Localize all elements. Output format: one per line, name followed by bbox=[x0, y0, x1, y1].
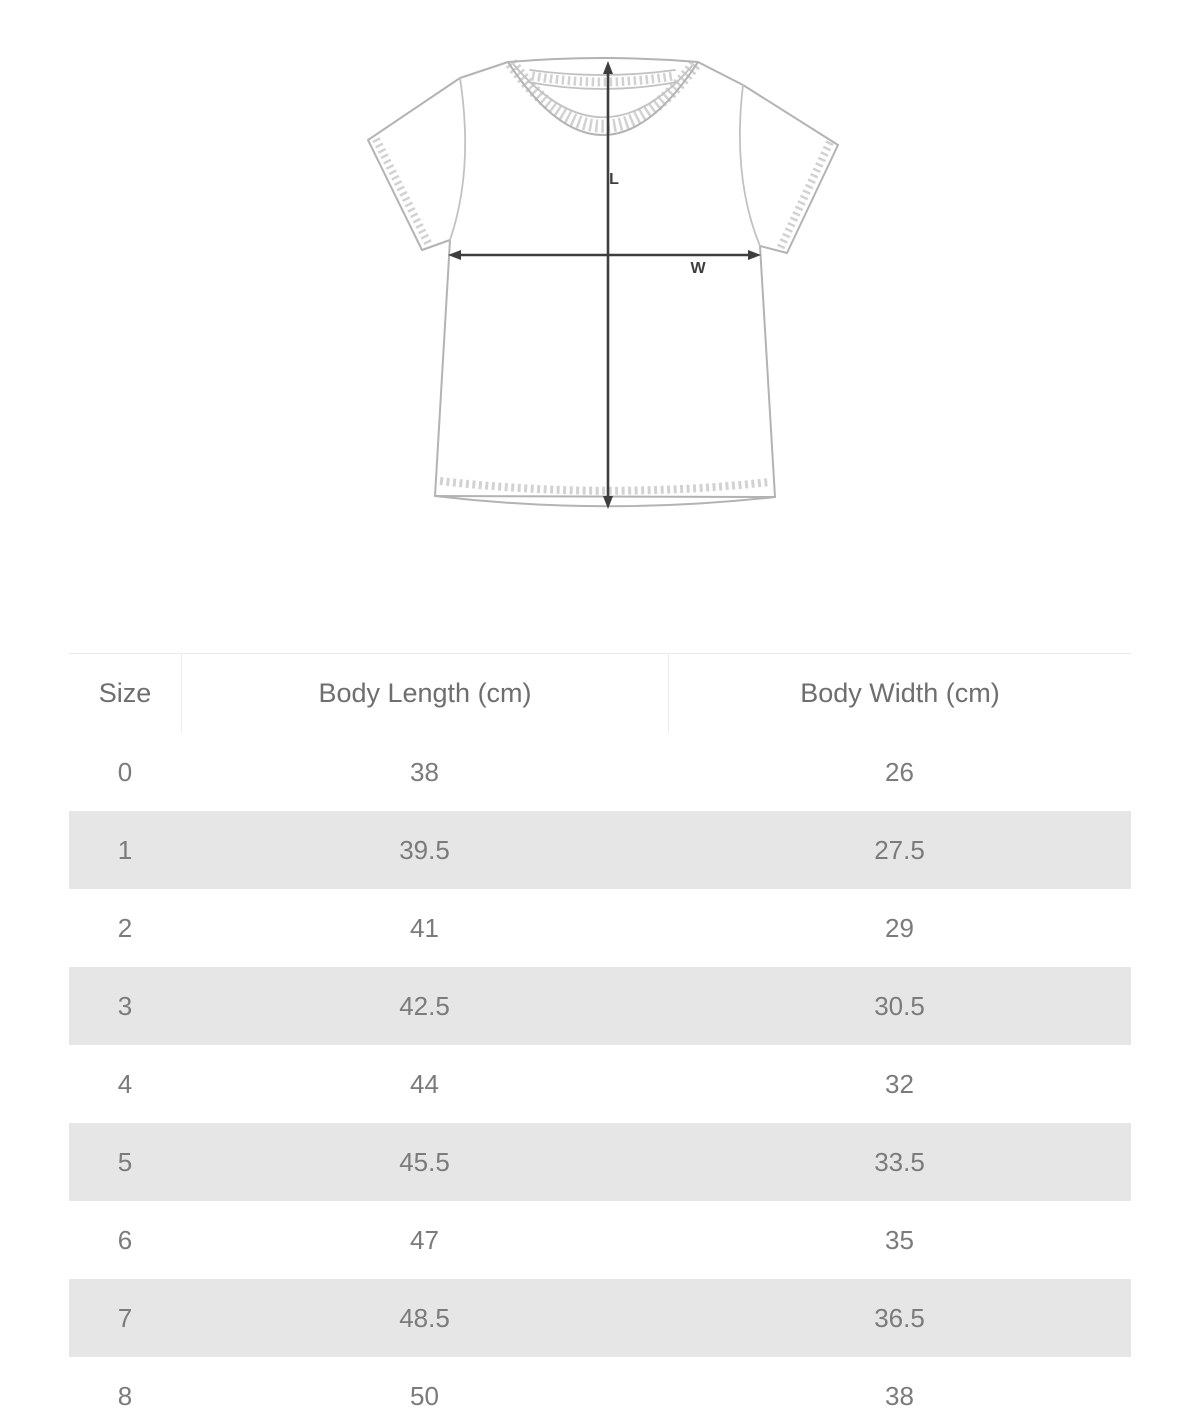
body-length-cell: 41 bbox=[410, 912, 439, 943]
size-cell: 3 bbox=[69, 967, 181, 1045]
size-cell: 7 bbox=[69, 1279, 181, 1357]
collar-back-bottom-arc bbox=[527, 81, 678, 90]
width-arrow: W bbox=[448, 250, 761, 277]
size-cell: 0 bbox=[117, 756, 133, 787]
body-width-cell: 36.5 bbox=[668, 1279, 1131, 1357]
body-length-cell: 45.5 bbox=[181, 1123, 668, 1201]
left-armhole-seam bbox=[449, 77, 467, 241]
table-row: 8 50 38 bbox=[69, 1357, 1131, 1427]
body-length-cell: 48.5 bbox=[181, 1279, 668, 1357]
size-cell: 1 bbox=[69, 811, 181, 889]
body-width-cell: 27.5 bbox=[668, 811, 1131, 889]
width-arrow-right-head-icon bbox=[748, 250, 761, 260]
table-row: 5 45.5 33.5 bbox=[69, 1123, 1131, 1201]
body-length-cell: 38 bbox=[410, 756, 439, 787]
collar-back-stitch-icon bbox=[531, 71, 674, 87]
body-width-cell: 30.5 bbox=[668, 967, 1131, 1045]
length-arrow-top-head-icon bbox=[603, 61, 613, 74]
hem-stitch-icon bbox=[439, 477, 771, 495]
collar-back-top-arc bbox=[529, 69, 676, 76]
table-row: 7 48.5 36.5 bbox=[69, 1279, 1131, 1357]
table-header-row: Size Body Length (cm) Body Width (cm) bbox=[69, 653, 1131, 733]
table-row: 2 41 29 bbox=[69, 889, 1131, 967]
width-label: W bbox=[690, 260, 706, 277]
body-length-cell: 42.5 bbox=[181, 967, 668, 1045]
size-chart-table: Size Body Length (cm) Body Width (cm) 0 … bbox=[69, 653, 1131, 1427]
collar-front-outer-arc bbox=[507, 61, 699, 136]
stitching bbox=[372, 59, 834, 495]
left-cuff-stitch-icon bbox=[372, 137, 433, 247]
collar-front-stitch-icon bbox=[505, 59, 701, 133]
table-row: 3 42.5 30.5 bbox=[69, 967, 1131, 1045]
size-cell: 2 bbox=[117, 912, 133, 943]
body-width-cell: 35 bbox=[885, 1224, 914, 1255]
col-header-body-width: Body Width (cm) bbox=[668, 653, 1131, 733]
tshirt-body-outline bbox=[367, 57, 839, 508]
body-length-cell: 50 bbox=[410, 1380, 439, 1411]
col-header-body-length: Body Length (cm) bbox=[181, 653, 668, 733]
collar-front-inner-arc bbox=[513, 64, 693, 119]
body-width-cell: 29 bbox=[885, 912, 914, 943]
table-row: 6 47 35 bbox=[69, 1201, 1131, 1279]
body-width-cell: 32 bbox=[885, 1068, 914, 1099]
collar-ribbing bbox=[507, 61, 699, 136]
body-width-cell: 38 bbox=[885, 1380, 914, 1411]
size-cell: 4 bbox=[117, 1068, 133, 1099]
tshirt-diagram-svg: L W bbox=[367, 57, 839, 509]
length-label: L bbox=[609, 171, 619, 188]
col-header-size: Size bbox=[69, 653, 181, 733]
size-cell: 8 bbox=[117, 1380, 133, 1411]
right-cuff-stitch-icon bbox=[776, 140, 834, 251]
body-width-cell: 33.5 bbox=[668, 1123, 1131, 1201]
body-length-cell: 39.5 bbox=[181, 811, 668, 889]
table-row: 4 44 32 bbox=[69, 1045, 1131, 1123]
body-length-cell: 44 bbox=[410, 1068, 439, 1099]
table-row: 0 38 26 bbox=[69, 733, 1131, 811]
length-arrow: L bbox=[603, 61, 619, 509]
size-cell: 6 bbox=[117, 1224, 133, 1255]
tshirt-measurement-diagram: L W bbox=[340, 40, 880, 540]
body-length-cell: 47 bbox=[410, 1224, 439, 1255]
right-armhole-seam bbox=[739, 84, 761, 247]
table-row: 1 39.5 27.5 bbox=[69, 811, 1131, 889]
length-arrow-bottom-head-icon bbox=[603, 496, 613, 509]
size-cell: 5 bbox=[69, 1123, 181, 1201]
width-arrow-left-head-icon bbox=[448, 250, 461, 260]
body-width-cell: 26 bbox=[885, 756, 914, 787]
